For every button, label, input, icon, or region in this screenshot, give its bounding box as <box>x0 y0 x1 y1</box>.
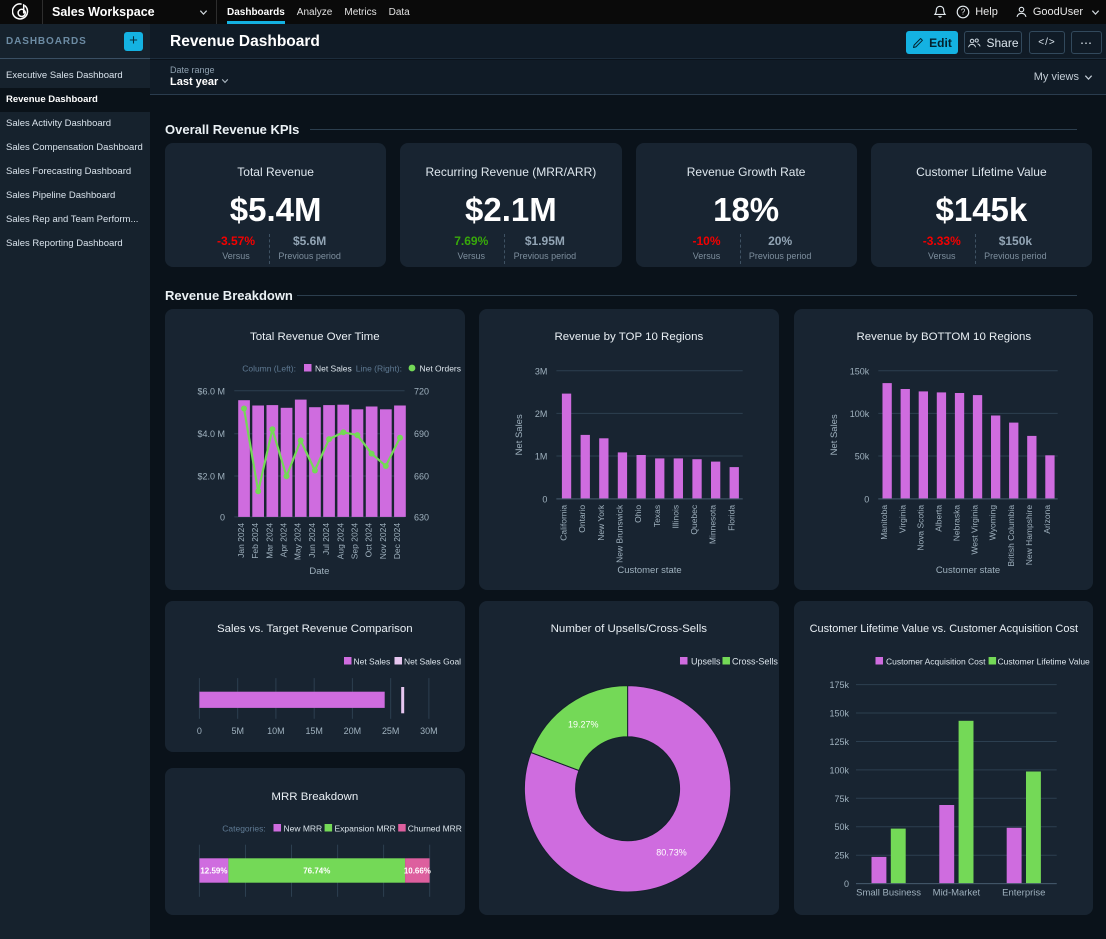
svg-text:Oct 2024: Oct 2024 <box>364 523 374 558</box>
svg-text:15M: 15M <box>305 726 322 736</box>
svg-text:50k: 50k <box>834 822 849 832</box>
svg-text:Small Business: Small Business <box>856 887 921 898</box>
svg-text:25k: 25k <box>834 851 849 861</box>
svg-text:Apr 2024: Apr 2024 <box>278 523 288 558</box>
svg-text:Customer state: Customer state <box>935 565 999 576</box>
svg-text:720: 720 <box>414 386 429 396</box>
svg-text:10.66%: 10.66% <box>404 866 431 875</box>
svg-text:Florida: Florida <box>727 505 737 531</box>
svg-text:Enterprise: Enterprise <box>1002 887 1045 898</box>
svg-text:Net Sales: Net Sales <box>829 414 840 455</box>
svg-text:50k: 50k <box>854 451 869 461</box>
svg-text:Revenue by TOP 10 Regions: Revenue by TOP 10 Regions <box>555 331 704 343</box>
svg-text:100k: 100k <box>849 409 869 419</box>
svg-text:$4.0 M: $4.0 M <box>198 429 225 439</box>
svg-text:690: 690 <box>414 429 429 439</box>
svg-text:25M: 25M <box>382 726 399 736</box>
svg-text:Nova Scotia: Nova Scotia <box>915 505 925 551</box>
svg-text:Dec 2024: Dec 2024 <box>392 523 402 560</box>
svg-text:Churned MRR: Churned MRR <box>408 824 462 834</box>
svg-text:0: 0 <box>197 726 202 736</box>
svg-text:630: 630 <box>414 512 429 522</box>
svg-text:Net Sales: Net Sales <box>514 414 525 455</box>
svg-text:Virginia: Virginia <box>897 505 907 533</box>
svg-text:Nov 2024: Nov 2024 <box>378 523 388 560</box>
svg-text:$6.0 M: $6.0 M <box>198 386 225 396</box>
svg-text:3M: 3M <box>535 366 547 376</box>
svg-text:Column (Left):: Column (Left): <box>242 364 296 374</box>
svg-text:Categories:: Categories: <box>222 824 265 834</box>
svg-text:$2.0 M: $2.0 M <box>198 471 225 481</box>
svg-text:Net Orders: Net Orders <box>419 364 461 374</box>
svg-text:75k: 75k <box>834 794 849 804</box>
svg-text:5M: 5M <box>231 726 243 736</box>
svg-text:0: 0 <box>220 512 225 522</box>
svg-text:0: 0 <box>844 879 849 889</box>
svg-text:New MRR: New MRR <box>283 824 322 834</box>
svg-text:100k: 100k <box>829 765 849 775</box>
svg-text:76.74%: 76.74% <box>303 866 330 875</box>
svg-text:Quebec: Quebec <box>689 504 699 534</box>
svg-text:19.27%: 19.27% <box>568 720 598 730</box>
svg-text:Revenue by BOTTOM 10 Regions: Revenue by BOTTOM 10 Regions <box>856 331 1031 343</box>
svg-text:MRR Breakdown: MRR Breakdown <box>271 791 358 803</box>
svg-text:Manitoba: Manitoba <box>879 505 889 540</box>
svg-text:Mid-Market: Mid-Market <box>932 887 980 898</box>
svg-text:Cross-Sells: Cross-Sells <box>732 657 778 667</box>
svg-text:Jan 2024: Jan 2024 <box>236 523 246 558</box>
svg-text:?: ? <box>961 8 966 17</box>
svg-text:Alberta: Alberta <box>933 505 943 532</box>
svg-text:Expansion MRR: Expansion MRR <box>334 824 395 834</box>
svg-text:Number of Upsells/Cross-Sells: Number of Upsells/Cross-Sells <box>551 623 708 635</box>
svg-text:80.73%: 80.73% <box>657 847 687 857</box>
svg-text:Net Sales: Net Sales <box>353 657 390 667</box>
svg-text:Nebraska: Nebraska <box>951 505 961 542</box>
svg-text:1M: 1M <box>535 451 547 461</box>
svg-text:New Hampshire: New Hampshire <box>1023 505 1033 566</box>
svg-text:150k: 150k <box>849 366 869 376</box>
svg-text:British Columbia: British Columbia <box>1005 505 1015 567</box>
svg-text:May 2024: May 2024 <box>293 523 303 561</box>
svg-text:Jul 2024: Jul 2024 <box>321 523 331 555</box>
svg-text:California: California <box>559 505 569 541</box>
svg-text:10M: 10M <box>267 726 284 736</box>
svg-text:Ohio: Ohio <box>633 505 643 523</box>
svg-text:Sep 2024: Sep 2024 <box>349 523 359 560</box>
svg-text:125k: 125k <box>829 737 849 747</box>
svg-text:West Virginia: West Virginia <box>969 505 979 555</box>
svg-text:150k: 150k <box>829 709 849 719</box>
svg-text:0: 0 <box>864 494 869 504</box>
svg-text:Aug 2024: Aug 2024 <box>335 523 345 560</box>
svg-text:Sales vs. Target Revenue Compa: Sales vs. Target Revenue Comparison <box>217 623 413 635</box>
svg-text:Minnesota: Minnesota <box>708 505 718 544</box>
svg-text:Net Sales Goal: Net Sales Goal <box>404 657 461 667</box>
svg-text:Jun 2024: Jun 2024 <box>307 523 317 558</box>
svg-text:Ontario: Ontario <box>578 505 588 533</box>
svg-text:Customer Lifetime Value: Customer Lifetime Value <box>997 657 1090 667</box>
svg-text:Wyoming: Wyoming <box>987 505 997 541</box>
svg-text:Arizona: Arizona <box>1042 505 1052 534</box>
svg-text:175k: 175k <box>829 680 849 690</box>
svg-text:Feb 2024: Feb 2024 <box>250 523 260 559</box>
svg-text:660: 660 <box>414 471 429 481</box>
svg-text:Net Sales: Net Sales <box>315 364 352 374</box>
svg-text:Customer Lifetime Value vs. Cu: Customer Lifetime Value vs. Customer Acq… <box>809 623 1077 635</box>
svg-text:Date: Date <box>309 566 329 577</box>
svg-text:Upsells: Upsells <box>691 657 721 667</box>
svg-text:Mar 2024: Mar 2024 <box>264 523 274 559</box>
svg-text:12.59%: 12.59% <box>200 866 227 875</box>
svg-text:20M: 20M <box>344 726 361 736</box>
svg-text:New York: New York <box>596 504 606 541</box>
svg-text:0: 0 <box>543 494 548 504</box>
svg-text:Texas: Texas <box>652 505 662 527</box>
svg-text:Customer Acquisition Cost: Customer Acquisition Cost <box>886 657 986 667</box>
svg-text:Total Revenue Over Time: Total Revenue Over Time <box>250 331 380 343</box>
svg-text:New Brunswick: New Brunswick <box>615 504 625 563</box>
svg-text:2M: 2M <box>535 409 547 419</box>
svg-text:Illinois: Illinois <box>671 505 681 529</box>
svg-text:30M: 30M <box>420 726 437 736</box>
svg-text:Customer state: Customer state <box>618 565 682 576</box>
svg-text:Line (Right):: Line (Right): <box>356 364 402 374</box>
